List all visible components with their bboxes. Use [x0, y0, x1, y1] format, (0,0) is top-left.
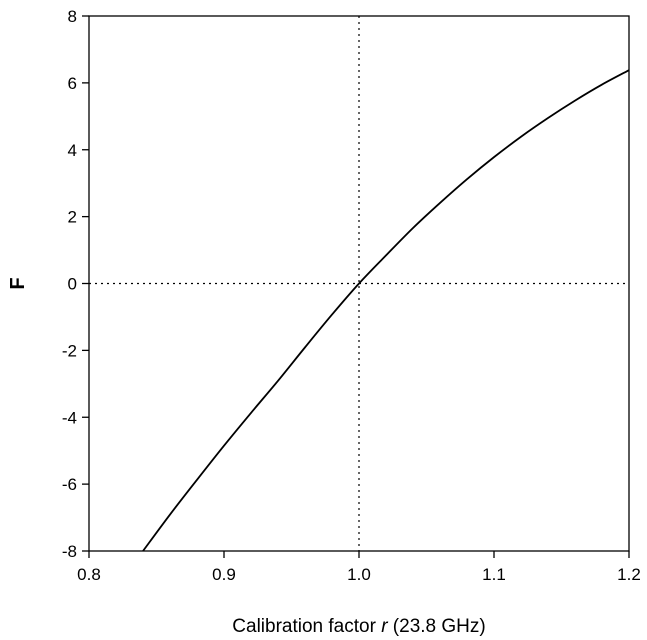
- x-tick-label: 1.2: [617, 565, 641, 584]
- x-axis-label-prefix: Calibration factor: [232, 616, 381, 637]
- y-tick-label: -6: [62, 475, 77, 494]
- y-tick-label: 6: [68, 74, 77, 93]
- x-axis-label-suffix: (23.8 GHz): [388, 616, 486, 637]
- y-tick-label: 0: [68, 275, 77, 294]
- y-axis: -8 -6 -4 -2 0 2 4 6 8: [62, 7, 89, 561]
- x-axis: 0.8 0.9 1.0 1.1 1.2: [77, 551, 641, 584]
- y-tick-label: -2: [62, 341, 77, 360]
- series-line: [142, 69, 630, 552]
- y-axis-label: F: [7, 277, 29, 289]
- y-tick-label: 4: [68, 141, 77, 160]
- y-tick-label: 8: [68, 7, 77, 26]
- x-tick-label: 0.8: [77, 565, 101, 584]
- y-tick-label: -4: [62, 408, 77, 427]
- x-axis-label-variable: r: [381, 616, 388, 637]
- series-layer: [142, 69, 630, 552]
- x-tick-label: 0.9: [212, 565, 236, 584]
- x-tick-label: 1.1: [482, 565, 506, 584]
- y-tick-label: 2: [68, 208, 77, 227]
- x-tick-label: 1.0: [347, 565, 371, 584]
- x-axis-label: Calibration factor r (23.8 GHz): [232, 616, 485, 637]
- y-tick-label: -8: [62, 542, 77, 561]
